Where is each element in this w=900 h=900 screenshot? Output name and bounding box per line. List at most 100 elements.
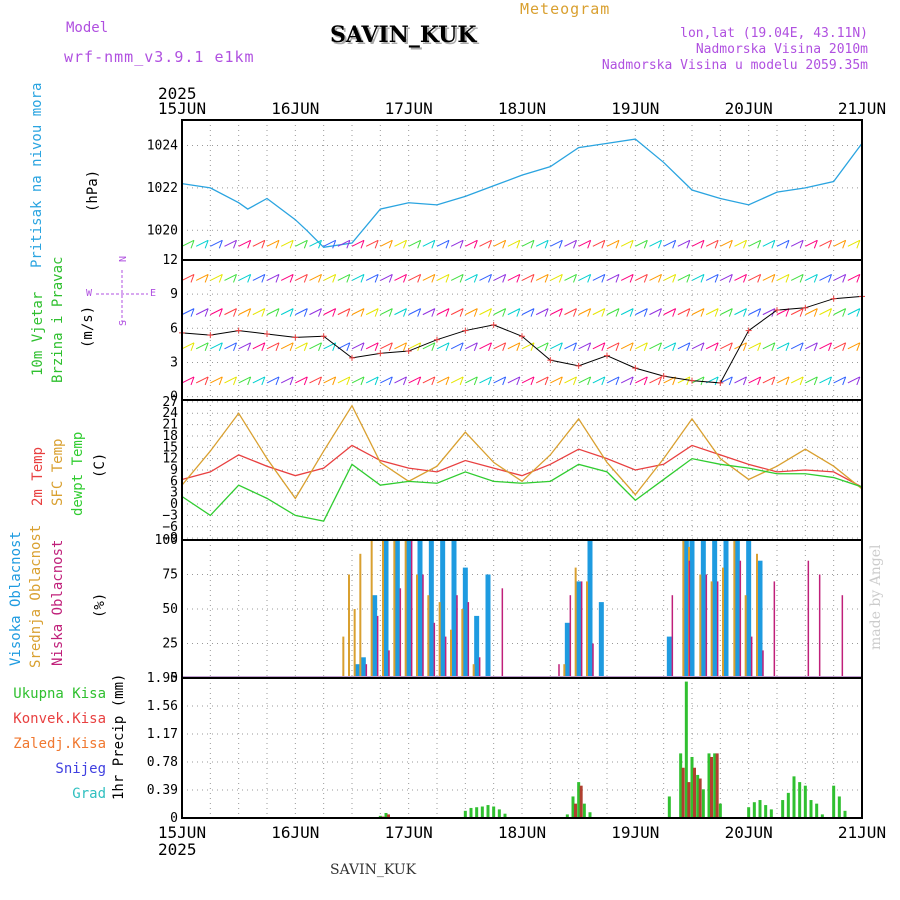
wind-barb <box>252 274 266 281</box>
wind-barb <box>720 274 733 281</box>
wind-barb-flag <box>757 342 762 351</box>
wind-barb-flag <box>388 240 393 249</box>
wind-barb <box>224 274 237 281</box>
wind-barb <box>450 308 464 316</box>
wind-barb-flag <box>785 308 790 317</box>
wind-barb-flag <box>445 274 450 283</box>
temp-tick: −9 <box>162 531 178 546</box>
wind-barb-flag <box>431 308 436 317</box>
wind-barb <box>748 274 761 281</box>
sfctemp-line <box>181 404 863 500</box>
wind-barb <box>351 342 365 350</box>
wind-barb <box>606 239 620 247</box>
wind-barb <box>224 342 237 350</box>
wind-barb <box>450 239 464 247</box>
wind-barb <box>210 342 223 350</box>
wind-barb <box>422 376 436 384</box>
convective-precip-bar <box>698 778 702 818</box>
precip-tick: 1.17 <box>147 727 178 742</box>
wind-barb-flag <box>275 240 280 249</box>
wind-barb-flag <box>318 342 322 351</box>
wind-barb-flag <box>502 274 507 283</box>
convective-precip-bar <box>710 756 713 818</box>
wind-barb-flag <box>700 274 705 283</box>
wind-barb-flag <box>190 342 195 351</box>
wind-barb <box>720 308 733 316</box>
wind-barb-flag <box>488 240 492 249</box>
wind-barb <box>776 342 790 350</box>
wind-barb-flag <box>728 308 733 317</box>
wind-barb-flag <box>686 308 691 317</box>
wind-barb-flag <box>218 308 223 317</box>
convective-precip-bar <box>715 753 719 818</box>
wind-barb-flag <box>233 274 237 283</box>
wind-barb <box>295 342 308 350</box>
wind-barb-flag <box>247 274 252 283</box>
wind-barb-flag <box>714 342 719 351</box>
wind-barb-flag <box>615 376 620 386</box>
wind-barb-flag <box>403 274 407 283</box>
wind-barb-flag <box>388 308 393 317</box>
wind-barb <box>535 308 549 316</box>
wind-barb <box>833 342 846 350</box>
x-tick-bottom: 19JUN <box>611 823 659 842</box>
wind-barb-flag <box>516 240 521 249</box>
wind-barb-flag <box>686 342 691 351</box>
wind-barb <box>691 239 705 247</box>
wind-barb-flag <box>601 376 606 386</box>
wind-barb-flag <box>303 308 308 317</box>
wind-barb-flag <box>771 240 776 249</box>
wind-barb-flag <box>558 342 563 351</box>
product-title: Meteogram <box>520 0 611 18</box>
mid-cloud-bar <box>682 540 685 678</box>
total-precip-label: Ukupna Kisa <box>13 686 106 702</box>
wind-barb <box>479 239 492 247</box>
wind-barb <box>635 274 648 281</box>
wind-barb <box>465 342 478 350</box>
wind-barb <box>465 376 478 384</box>
low-cloud-bar <box>841 595 844 678</box>
mid-cloud-bar <box>393 540 396 678</box>
wind-barb <box>776 239 790 247</box>
wind-barb <box>351 274 365 281</box>
wind-barb <box>620 308 634 316</box>
wind-barb-flag <box>417 376 422 386</box>
wind-barb-flag <box>431 376 436 386</box>
wind-barb-flag <box>346 274 351 283</box>
low-cloud-bar <box>388 650 390 678</box>
wind-barb <box>181 342 195 350</box>
wind-barb <box>195 239 209 247</box>
wind-barb-flag <box>303 342 308 351</box>
wind-barb <box>535 376 549 384</box>
wind-barb-flag <box>530 240 535 249</box>
wind-barb <box>323 274 336 281</box>
compass-e: E <box>150 288 157 299</box>
wind-barb <box>450 342 464 350</box>
wind-barb <box>252 376 266 384</box>
wind-barb-flag <box>573 240 577 249</box>
dewpt-label: dewpt Temp <box>70 431 86 516</box>
wind-barb <box>564 376 577 384</box>
wind-barb-flag <box>714 308 719 317</box>
station-title: SAVIN_KUK <box>330 22 477 48</box>
wind-barb <box>380 308 393 316</box>
total-precip-bar <box>781 800 785 818</box>
precip-tick: 0.39 <box>147 783 178 798</box>
wind-barb-flag <box>502 342 507 351</box>
wind-barb-flag <box>714 376 719 386</box>
temp2m-label: 2m Temp <box>30 446 46 506</box>
wind-barb-flag <box>799 342 804 351</box>
wind-barb <box>805 308 818 316</box>
wind-barb <box>635 239 648 247</box>
wind-barb-flag <box>332 342 337 351</box>
total-precip-bar <box>792 776 796 818</box>
footer-station: SAVIN_KUK <box>330 862 417 878</box>
wind-barb <box>805 376 818 384</box>
wind-barb <box>564 308 577 316</box>
wind-barb <box>819 274 832 281</box>
wind-barb <box>677 308 691 316</box>
wind-barb-flag <box>190 240 195 249</box>
wind-barb-flag <box>771 376 776 386</box>
high-cloud-bar <box>723 540 729 678</box>
wind-barb-flag <box>813 308 818 317</box>
